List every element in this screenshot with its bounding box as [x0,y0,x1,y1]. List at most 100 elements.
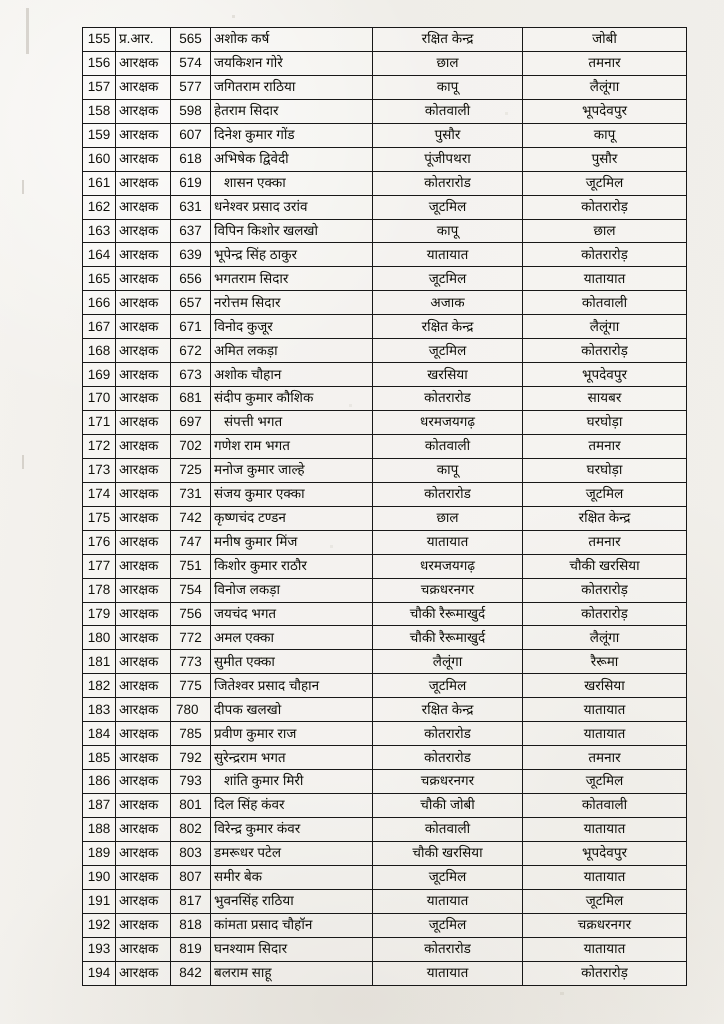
cell-station-to: तमनार [522,745,687,771]
cell-station-from: कापू [372,74,523,100]
cell-station-to: रक्षित केन्द्र [522,505,687,531]
cell-rank: आरक्षक [115,433,171,459]
cell-serial: 157 [82,74,116,100]
cell-station-to: लैलूंगा [522,314,687,340]
cell-rank: आरक्षक [115,577,171,603]
cell-serial: 155 [82,27,116,52]
transfer-list-table: 155 प्र.आर. 565 अशोक कर्ष रक्षित केन्द्र जोबी… [82,27,687,986]
cell-serial: 168 [82,338,116,364]
cell-number: 672 [170,338,211,364]
cell-rank: आरक्षक [115,960,171,986]
cell-station-to: यातायात [522,721,687,747]
table-row: 159 आरक्षक 607 दिनेश कुमार गोंड पुसौर कापू [82,122,687,148]
cell-name: दिनेश कुमार गोंड [210,122,373,148]
cell-rank: आरक्षक [115,745,171,771]
cell-station-to: यातायात [522,697,687,723]
cell-serial: 191 [82,888,116,914]
cell-serial: 161 [82,170,116,196]
cell-station-from: रक्षित केन्द्र [372,314,523,340]
table-row: 161 आरक्षक 619 शासन एक्का कोतरारोड जूटमिल [82,170,687,196]
cell-number: 780 [170,697,211,723]
cell-rank: आरक्षक [115,793,171,818]
cell-rank: आरक्षक [115,888,171,914]
cell-serial: 177 [82,553,116,579]
cell-station-from: कोतरारोड [372,481,523,507]
cell-serial: 192 [82,912,116,938]
table-row: 185 आरक्षक 792 सुरेन्द्रराम भगत कोतरारोड तमना… [82,745,687,771]
cell-number: 754 [170,577,211,603]
cell-station-to: कोतवाली [522,793,687,818]
cell-rank: आरक्षक [115,314,171,340]
cell-name: संपत्ती भगत [210,410,373,435]
table-row: 183 आरक्षक 780 दीपक खलखो रक्षित केन्द्र याताय… [82,697,687,723]
cell-station-from: जूटमिल [372,864,523,890]
scan-edge-mark [22,180,24,194]
cell-station-to: रैरूमा [522,649,687,675]
cell-station-to: छाल [522,218,687,244]
table-row: 167 आरक्षक 671 विनोद कुजूर रक्षित केन्द्र लैल… [82,314,687,340]
table-row: 162 आरक्षक 631 धनेश्वर प्रसाद उरांव जूटमिल को… [82,194,687,220]
cell-station-to: यातायात [522,816,687,842]
cell-number: 802 [170,816,211,842]
cell-number: 619 [170,170,211,196]
cell-station-from: जूटमिल [372,912,523,938]
cell-name: कांमता प्रसाद चौहॉन [210,912,373,938]
cell-station-from: चक्रधरनगर [372,577,523,603]
cell-serial: 179 [82,601,116,627]
cell-station-from: कोतरारोड [372,386,523,411]
cell-station-from: अजाक [372,290,523,316]
cell-serial: 158 [82,98,116,124]
cell-name: शांति कुमार मिरी [210,769,373,794]
cell-station-to: घरघोड़ा [522,410,687,435]
cell-station-from: चौकी रैरूमाखुर्द [372,625,523,651]
table-row: 166 आरक्षक 657 नरोत्तम सिदार अजाक कोतवाली [82,290,687,316]
cell-station-to: जूटमिल [522,481,687,507]
cell-number: 751 [170,553,211,579]
cell-serial: 171 [82,410,116,435]
cell-station-to: घरघोड़ा [522,457,687,483]
cell-station-to: खरसिया [522,673,687,699]
cell-number: 574 [170,50,211,76]
cell-station-from: कोतरारोड [372,745,523,771]
cell-station-to: कोतरारोड़ [522,194,687,220]
cell-station-from: यातायात [372,888,523,914]
table-row: 186 आरक्षक 793 शांति कुमार मिरी चक्रधरनगर जूट… [82,769,687,794]
cell-name: अभिषेक द्विवेदी [210,146,373,172]
scan-edge-mark [22,455,24,469]
cell-number: 775 [170,673,211,699]
cell-rank: आरक्षक [115,74,171,100]
cell-serial: 167 [82,314,116,340]
cell-name: विरेन्द्र कुमार कंवर [210,816,373,842]
cell-number: 819 [170,936,211,962]
cell-name: विपिन किशोर खलखो [210,218,373,244]
cell-station-from: कोतरारोड [372,936,523,962]
cell-station-to: चौकी खरसिया [522,553,687,579]
cell-rank: आरक्षक [115,386,171,411]
cell-rank: आरक्षक [115,912,171,938]
table-row: 181 आरक्षक 773 सुमीत एक्का लैलूंगा रैरूमा [82,649,687,675]
cell-rank: आरक्षक [115,625,171,651]
cell-name: संदीप कुमार कौशिक [210,386,373,411]
table-row: 157 आरक्षक 577 जगितराम राठिया कापू लैलूंगा [82,74,687,100]
table-row: 168 आरक्षक 672 अमित लकड़ा जूटमिल कोतरारोड़ [82,338,687,364]
cell-station-to: यातायात [522,266,687,292]
table-row: 156 आरक्षक 574 जयकिशन गोरे छाल तमनार [82,50,687,76]
cell-name: डमरूधर पटेल [210,840,373,866]
cell-name: जितेश्वर प्रसाद चौहान [210,673,373,699]
cell-station-from: छाल [372,505,523,531]
cell-station-to: चक्रधरनगर [522,912,687,938]
cell-rank: आरक्षक [115,218,171,244]
cell-rank: आरक्षक [115,194,171,220]
cell-rank: आरक्षक [115,362,171,388]
cell-station-from: कोतवाली [372,433,523,459]
cell-serial: 175 [82,505,116,531]
cell-serial: 164 [82,242,116,268]
cell-name: अमल एक्का [210,625,373,651]
cell-rank: आरक्षक [115,721,171,747]
table-row: 190 आरक्षक 807 समीर बेक जूटमिल यातायात [82,864,687,890]
cell-rank: आरक्षक [115,697,171,723]
cell-serial: 166 [82,290,116,316]
cell-station-from: छाल [372,50,523,76]
cell-station-to: यातायात [522,936,687,962]
cell-station-from: यातायात [372,529,523,555]
